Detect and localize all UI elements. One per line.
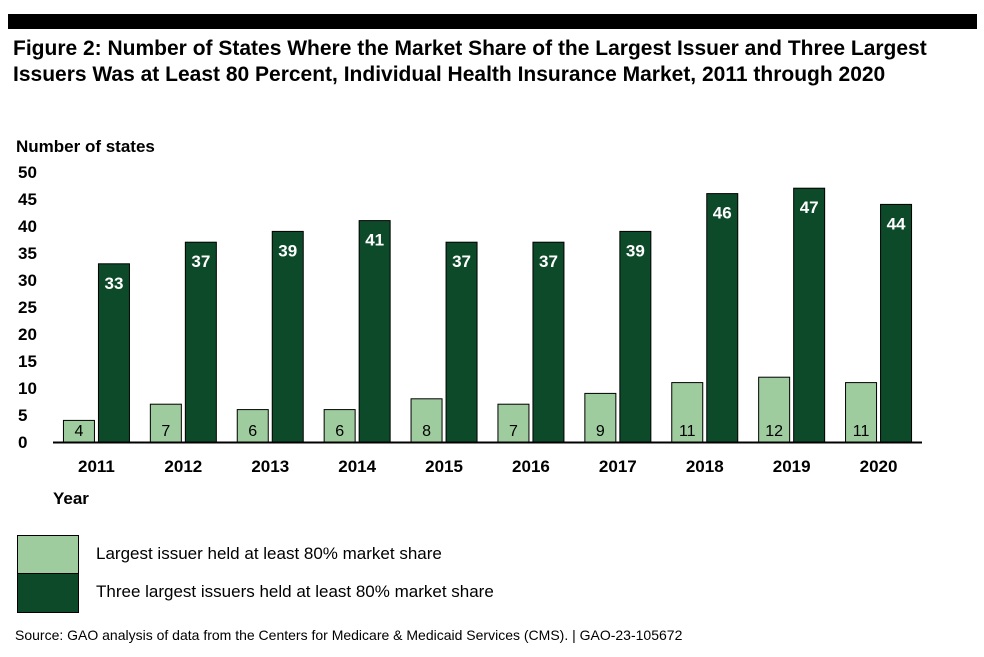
data-label-three-largest: 44 [887, 214, 906, 233]
y-tick-label: 15 [18, 352, 37, 371]
data-label-largest-issuer: 7 [509, 423, 518, 440]
x-tick-label: 2012 [164, 457, 202, 476]
bar-three-largest [271, 230, 304, 443]
x-tick-label: 2011 [78, 457, 115, 476]
y-tick-label: 35 [18, 244, 37, 263]
data-label-three-largest: 41 [365, 231, 384, 250]
y-tick-label: 0 [18, 433, 27, 452]
data-label-largest-issuer: 6 [248, 423, 257, 440]
data-label-largest-issuer: 4 [74, 423, 83, 440]
bar-largest-issuer [845, 382, 878, 443]
source-note: Source: GAO analysis of data from the Ce… [15, 627, 683, 643]
bar-three-largest [445, 241, 478, 443]
x-tick-label: 2019 [773, 457, 811, 476]
bar-largest-issuer [323, 409, 356, 443]
legend-item-three-largest: Three largest issuers held at least 80% … [17, 573, 717, 615]
figure-title: Figure 2: Number of States Where the Mar… [13, 37, 927, 86]
bar-three-largest [619, 230, 652, 443]
data-label-three-largest: 37 [191, 252, 210, 271]
data-label-largest-issuer: 11 [853, 423, 870, 440]
y-tick-label: 25 [18, 298, 37, 317]
x-tick-label: 2020 [860, 457, 898, 476]
data-label-largest-issuer: 6 [335, 423, 344, 440]
data-label-largest-issuer: 8 [422, 423, 431, 440]
x-tick-label: 2016 [512, 457, 550, 476]
data-label-three-largest: 46 [713, 204, 732, 223]
y-tick-label: 40 [18, 217, 37, 236]
bar-three-largest [358, 220, 391, 443]
data-label-three-largest: 37 [539, 252, 558, 271]
x-tick-label: 2017 [599, 457, 637, 476]
y-tick-label: 5 [18, 406, 27, 425]
x-tick-label: 2014 [338, 457, 376, 476]
bar-three-largest [184, 241, 217, 443]
legend-label-largest-issuer: Largest issuer held at least 80% market … [96, 544, 442, 563]
y-tick-label: 20 [18, 325, 37, 344]
bar-three-largest [880, 203, 913, 443]
legend-item-largest-issuer: Largest issuer held at least 80% market … [17, 535, 717, 577]
x-tick-label: 2018 [686, 457, 724, 476]
bar-largest-issuer [671, 382, 704, 443]
data-label-three-largest: 39 [626, 241, 645, 260]
data-label-three-largest: 37 [452, 252, 471, 271]
bar-largest-issuer [236, 409, 269, 443]
data-label-largest-issuer: 11 [679, 423, 696, 440]
legend-label-three-largest: Three largest issuers held at least 80% … [96, 582, 494, 601]
legend-swatch-three-largest [17, 573, 79, 613]
data-label-largest-issuer: 12 [765, 423, 783, 440]
header-rule [8, 14, 977, 29]
y-tick-label: 30 [18, 271, 37, 290]
x-axis-label: Year [53, 489, 89, 508]
data-label-three-largest: 39 [278, 241, 297, 260]
x-tick-label: 2015 [425, 457, 463, 476]
y-tick-labels: 0 5 10 15 20 25 30 35 40 45 50 [18, 163, 37, 452]
bar-largest-issuer [584, 392, 617, 443]
legend-swatch-largest-issuer [17, 535, 79, 575]
x-tick-label: 2013 [251, 457, 289, 476]
y-tick-label: 45 [18, 190, 37, 209]
y-axis-label: Number of states [16, 137, 155, 156]
data-label-largest-issuer: 7 [161, 423, 170, 440]
y-tick-label: 50 [18, 163, 37, 182]
bar-three-largest [706, 193, 739, 443]
bar-largest-issuer [410, 398, 443, 443]
bar-chart: Number of states Year 051015202530354045… [16, 137, 922, 508]
bar-largest-issuer [497, 403, 530, 443]
x-tick-labels: 2011 2012 2013 2014 2015 2016 2017 2018 2019 2020 [78, 457, 897, 476]
bar-three-largest [532, 241, 565, 443]
data-label-largest-issuer: 9 [596, 423, 605, 440]
data-label-three-largest: 33 [104, 274, 123, 293]
y-tick-label: 10 [18, 379, 37, 398]
bars: 4 33 7 37 6 39 6 41 8 37 7 37 9 39 11 46 12 47 11 44 [62, 187, 913, 443]
bar-three-largest [97, 263, 130, 443]
bar-three-largest [793, 187, 826, 443]
data-label-three-largest: 47 [800, 198, 819, 217]
